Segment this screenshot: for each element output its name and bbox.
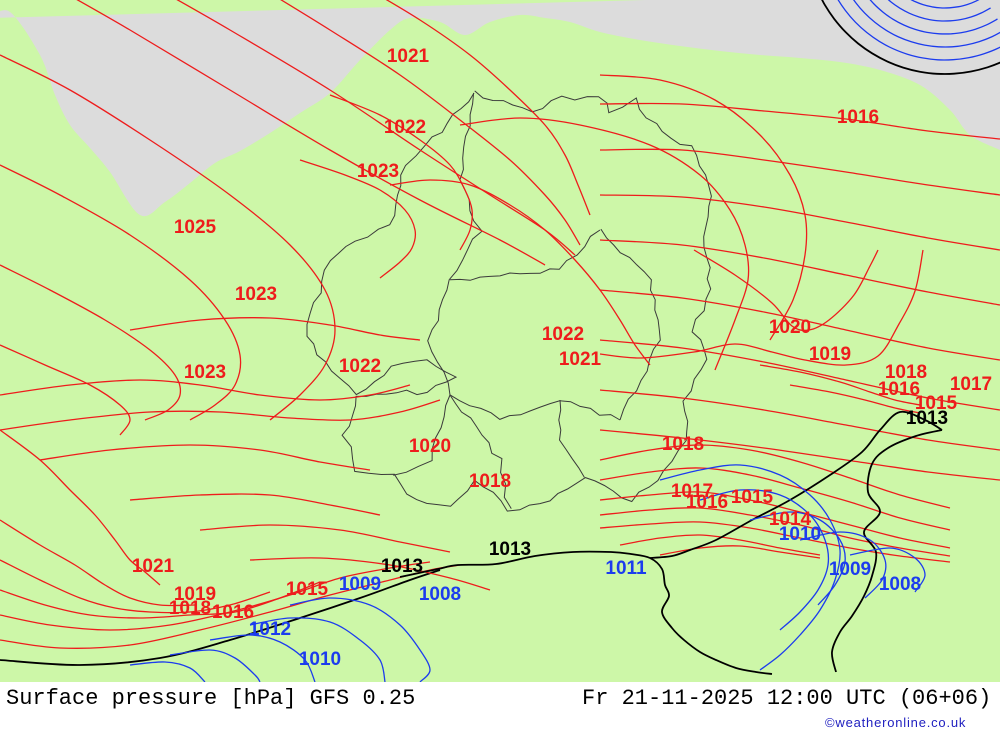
svg-text:1010: 1010 — [299, 649, 341, 670]
svg-text:1012: 1012 — [249, 619, 291, 640]
svg-text:1015: 1015 — [286, 579, 329, 600]
svg-text:1018: 1018 — [662, 434, 704, 455]
svg-text:1016: 1016 — [878, 379, 920, 400]
svg-text:1023: 1023 — [357, 161, 399, 182]
svg-text:1017: 1017 — [950, 374, 992, 395]
svg-text:1022: 1022 — [542, 324, 584, 345]
svg-text:1021: 1021 — [559, 349, 602, 370]
svg-text:1013: 1013 — [906, 408, 948, 429]
svg-text:1016: 1016 — [212, 602, 254, 623]
svg-text:1018: 1018 — [169, 598, 211, 619]
svg-text:1008: 1008 — [879, 574, 921, 595]
svg-text:1015: 1015 — [731, 487, 774, 508]
svg-text:1018: 1018 — [469, 471, 511, 492]
svg-text:1013: 1013 — [489, 539, 531, 560]
svg-text:1019: 1019 — [809, 344, 851, 365]
svg-text:1022: 1022 — [384, 117, 426, 138]
svg-text:1025: 1025 — [174, 217, 217, 238]
svg-text:1022: 1022 — [339, 356, 381, 377]
svg-text:1023: 1023 — [235, 284, 277, 305]
svg-text:1010: 1010 — [779, 524, 821, 545]
svg-text:1008: 1008 — [419, 584, 461, 605]
svg-text:1016: 1016 — [837, 107, 879, 128]
svg-text:1020: 1020 — [769, 317, 811, 338]
svg-text:1023: 1023 — [184, 362, 226, 383]
svg-text:1013: 1013 — [381, 556, 423, 577]
svg-text:1016: 1016 — [686, 492, 728, 513]
svg-text:1021: 1021 — [132, 556, 175, 577]
svg-text:1021: 1021 — [387, 46, 430, 67]
svg-text:1011: 1011 — [605, 558, 647, 579]
svg-text:1009: 1009 — [829, 559, 871, 580]
svg-text:1009: 1009 — [339, 574, 381, 595]
svg-text:1020: 1020 — [409, 436, 451, 457]
